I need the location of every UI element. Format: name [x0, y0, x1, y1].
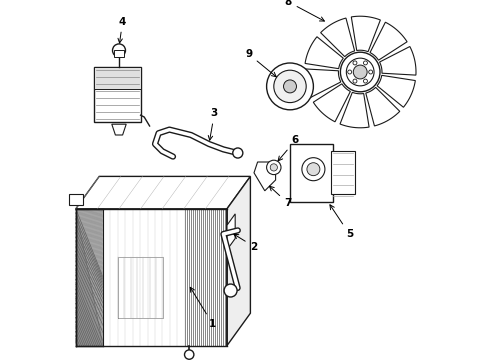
- Circle shape: [353, 61, 357, 65]
- Polygon shape: [76, 209, 103, 346]
- Text: 4: 4: [118, 17, 126, 43]
- Circle shape: [267, 160, 281, 175]
- Circle shape: [284, 80, 296, 93]
- Circle shape: [346, 58, 374, 86]
- Polygon shape: [76, 176, 250, 209]
- Text: 7: 7: [270, 186, 292, 208]
- Polygon shape: [380, 46, 416, 75]
- Polygon shape: [313, 84, 350, 122]
- Text: 3: 3: [208, 108, 218, 140]
- Circle shape: [113, 44, 125, 57]
- Circle shape: [307, 163, 320, 176]
- Circle shape: [348, 70, 352, 74]
- Text: 6: 6: [278, 135, 299, 161]
- Bar: [114, 50, 123, 57]
- Polygon shape: [370, 22, 407, 60]
- Text: 5: 5: [330, 205, 353, 239]
- Polygon shape: [112, 124, 126, 135]
- Circle shape: [302, 158, 325, 181]
- Circle shape: [224, 284, 237, 297]
- Circle shape: [364, 61, 368, 65]
- Polygon shape: [69, 194, 83, 205]
- Circle shape: [368, 70, 373, 74]
- Bar: [103, 209, 185, 346]
- Polygon shape: [227, 214, 235, 250]
- Polygon shape: [305, 37, 343, 69]
- Polygon shape: [351, 16, 380, 52]
- Polygon shape: [320, 18, 355, 57]
- Bar: [331, 151, 355, 194]
- Bar: [185, 209, 227, 346]
- Circle shape: [270, 164, 277, 171]
- Circle shape: [341, 52, 380, 92]
- Circle shape: [364, 79, 368, 83]
- Text: 9: 9: [245, 49, 276, 77]
- Text: 2: 2: [234, 234, 258, 252]
- Circle shape: [274, 70, 306, 103]
- Polygon shape: [227, 176, 250, 346]
- Circle shape: [185, 350, 194, 359]
- Circle shape: [353, 65, 367, 79]
- Text: 1: 1: [190, 287, 216, 329]
- Bar: [94, 67, 141, 122]
- Polygon shape: [304, 69, 341, 98]
- Bar: [94, 67, 141, 89]
- Polygon shape: [377, 75, 416, 107]
- Bar: [290, 144, 333, 202]
- Polygon shape: [340, 92, 369, 128]
- Circle shape: [233, 148, 243, 158]
- Circle shape: [353, 79, 357, 83]
- Circle shape: [267, 63, 314, 110]
- Polygon shape: [254, 162, 275, 191]
- Text: 8: 8: [285, 0, 324, 21]
- Polygon shape: [366, 87, 400, 126]
